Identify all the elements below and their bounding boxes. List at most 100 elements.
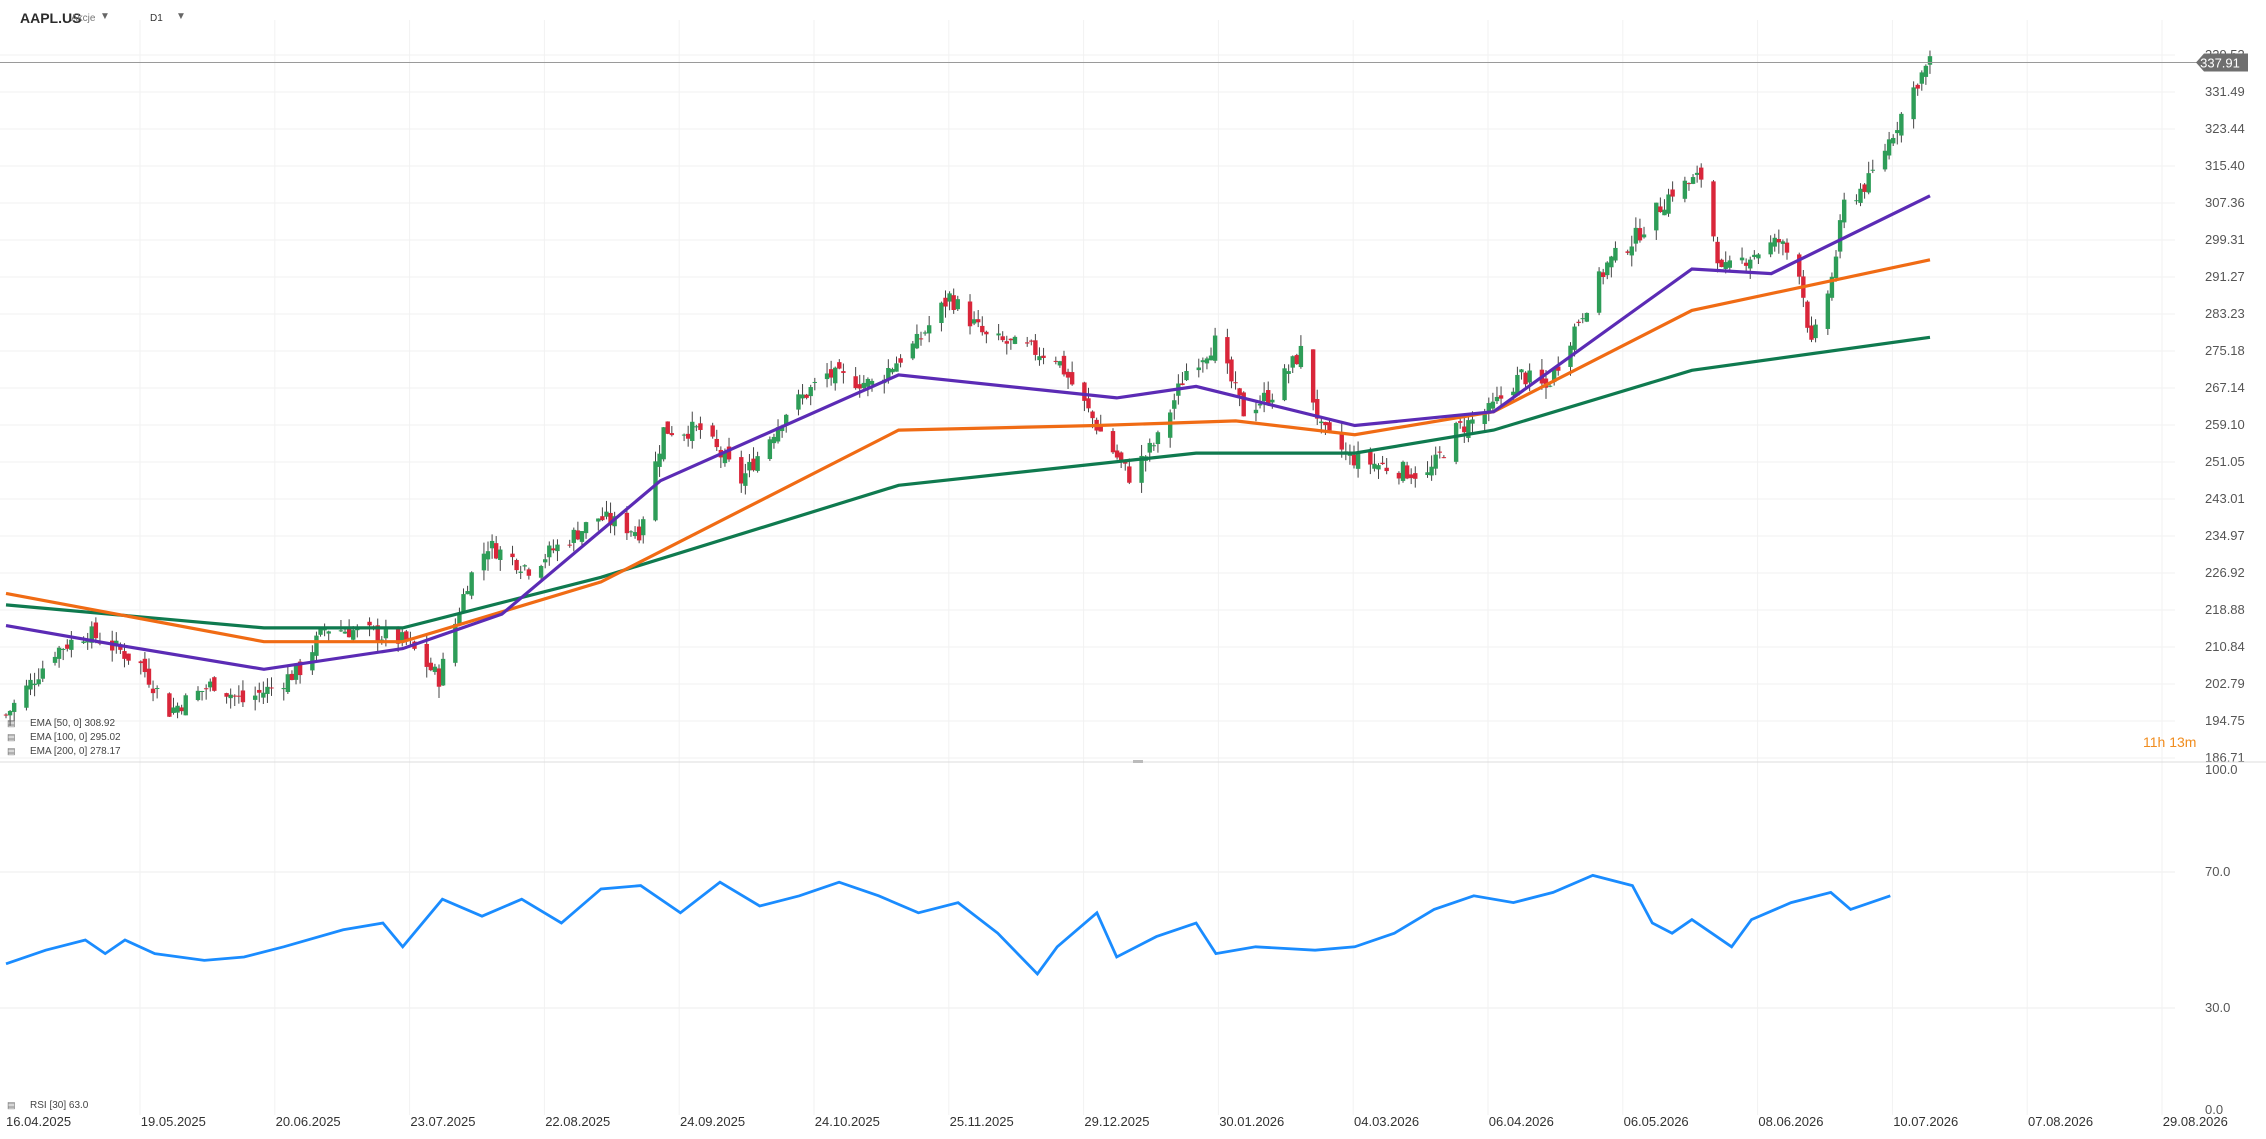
- instrument-type-label: Akcje: [71, 13, 96, 24]
- candle-up: [1858, 188, 1863, 203]
- ema100-settings-icon[interactable]: ▤: [7, 732, 16, 742]
- candle-up: [1654, 202, 1659, 231]
- candle-up: [1037, 356, 1042, 361]
- candle-down: [1082, 382, 1087, 401]
- candle-up: [1453, 423, 1459, 462]
- candle-down: [1523, 372, 1528, 385]
- date-tick-label: 29.12.2025: [1084, 1114, 1149, 1129]
- candle-down: [1915, 84, 1920, 89]
- candle-up: [1584, 312, 1590, 322]
- candle-up: [383, 628, 389, 639]
- date-tick-label: 08.06.2026: [1758, 1114, 1823, 1129]
- candle-down: [1310, 349, 1316, 403]
- candle-up: [1780, 241, 1786, 244]
- candle-up: [1580, 318, 1585, 320]
- candle-down: [575, 530, 581, 540]
- candle-down: [1384, 467, 1389, 472]
- date-tick-label: 29.08.2026: [2163, 1114, 2228, 1129]
- rsi-line: [5, 873, 1891, 977]
- ema100-legend-label: EMA [100, 0] 295.02: [30, 732, 121, 743]
- candle-up: [641, 519, 646, 536]
- candle-down: [1396, 472, 1402, 479]
- candle-up: [1723, 262, 1728, 269]
- candle-up: [1825, 293, 1831, 329]
- ema50-settings-icon[interactable]: ▤: [7, 718, 16, 728]
- candle-up: [326, 631, 331, 634]
- candle-down: [1351, 454, 1357, 466]
- candle-up: [489, 540, 495, 549]
- candle-down: [3, 714, 9, 716]
- symbol-label[interactable]: AAPL.US: [20, 10, 82, 26]
- ema200-legend[interactable]: ▤ EMA [200, 0] 278.17: [7, 746, 121, 757]
- candle-down: [600, 516, 605, 521]
- candle-up: [955, 299, 960, 310]
- candle-up: [7, 710, 13, 716]
- candle-down: [1323, 421, 1328, 426]
- candle-down: [269, 687, 274, 689]
- candle-up: [1511, 391, 1516, 396]
- candle-up: [1147, 442, 1152, 453]
- candle-down: [1404, 465, 1410, 479]
- candle-up: [1261, 392, 1267, 402]
- candle-down: [751, 458, 756, 471]
- ema100-legend[interactable]: ▤ EMA [100, 0] 295.02: [7, 732, 121, 743]
- current-price-tag: 337.91: [2196, 53, 2248, 72]
- candle-up: [1494, 396, 1500, 402]
- candle-down: [1556, 366, 1561, 371]
- candle-up: [400, 632, 405, 643]
- candle-up: [547, 545, 552, 558]
- timeframe-label[interactable]: D1: [150, 13, 163, 24]
- candle-down: [118, 646, 123, 650]
- candle-down: [510, 553, 515, 558]
- rsi-legend[interactable]: ▤ RSI [30] 63.0: [7, 1100, 89, 1111]
- rsi-settings-icon[interactable]: ▤: [7, 1100, 16, 1110]
- timeframe-dropdown-icon[interactable]: ▼: [176, 11, 186, 22]
- candle-up: [469, 572, 474, 596]
- candle-down: [179, 707, 184, 712]
- candle-up: [812, 381, 817, 383]
- price-tick-label: 259.10: [2205, 417, 2245, 432]
- candle-down: [1033, 340, 1038, 355]
- candle-up: [40, 668, 45, 679]
- candle-down: [1699, 167, 1704, 180]
- candle-down: [126, 653, 131, 661]
- candle-up: [1433, 454, 1438, 469]
- price-tick-label: 267.14: [2205, 380, 2245, 395]
- panel-resize-handle[interactable]: [1133, 760, 1143, 763]
- candle-up: [1748, 259, 1753, 269]
- candle-up: [1596, 271, 1602, 313]
- candle-up: [1515, 374, 1520, 396]
- ema50-legend[interactable]: ▤ EMA [50, 0] 308.92: [7, 718, 115, 729]
- candle-up: [342, 631, 348, 634]
- candle-up: [24, 685, 29, 708]
- price-tick-label: 299.31: [2205, 232, 2245, 247]
- candle-up: [1286, 371, 1291, 374]
- price-tick-label: 331.49: [2205, 84, 2245, 99]
- candle-down: [93, 622, 99, 639]
- candle-down: [436, 668, 442, 687]
- candle-down: [1233, 382, 1238, 384]
- candle-down: [975, 319, 981, 323]
- candle-up: [1870, 169, 1875, 171]
- candle-up: [1208, 355, 1214, 361]
- candle-down: [1600, 272, 1606, 278]
- candle-up: [453, 623, 458, 663]
- ema200-settings-icon[interactable]: ▤: [7, 746, 16, 756]
- rsi-tick-label: 0.0: [2205, 1102, 2223, 1117]
- price-tick-label: 194.75: [2205, 713, 2245, 728]
- candle-up: [865, 378, 871, 387]
- candle-down: [551, 548, 556, 551]
- candle-up: [1400, 461, 1406, 481]
- date-tick-label: 23.07.2025: [410, 1114, 475, 1129]
- price-tick-label: 218.88: [2205, 602, 2245, 617]
- candle-up: [85, 640, 90, 643]
- candle-up: [1666, 194, 1671, 214]
- candle-down: [951, 295, 956, 310]
- price-tick-label: 210.84: [2205, 639, 2245, 654]
- symbol-dropdown-icon[interactable]: ▼: [100, 11, 110, 22]
- price-tick-label: 323.44: [2205, 121, 2245, 136]
- candle-down: [1086, 398, 1091, 409]
- candles: [3, 50, 1933, 726]
- candle-down: [726, 446, 732, 460]
